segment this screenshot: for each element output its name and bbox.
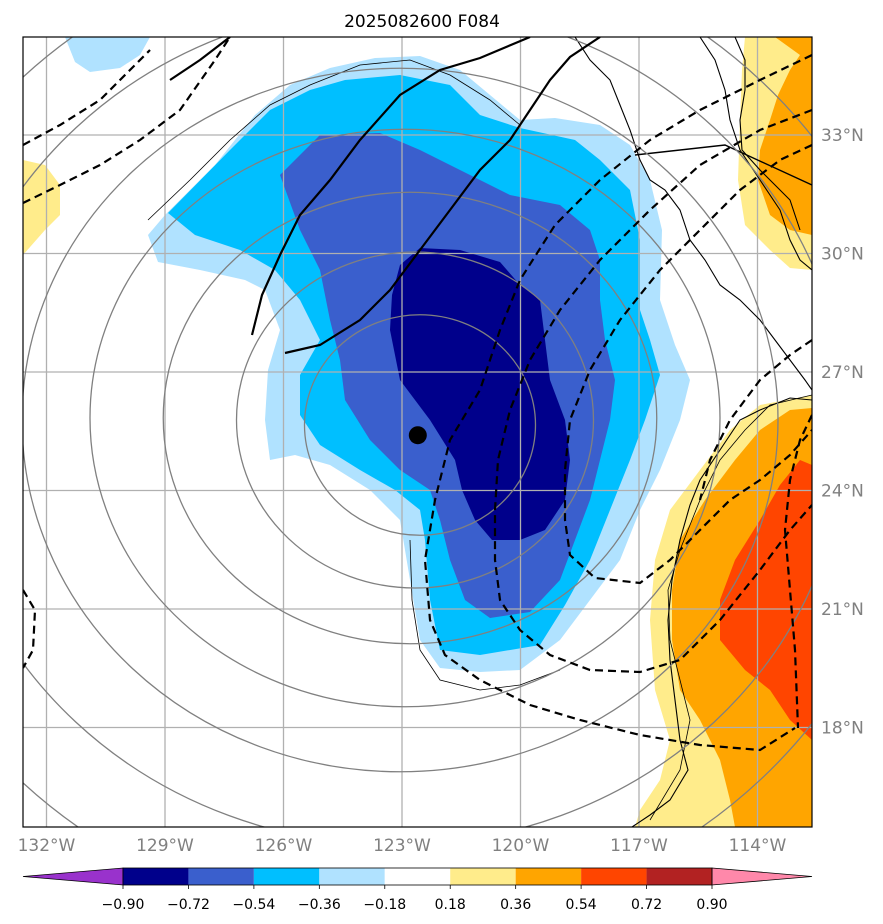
- lat-tick-label: 24°N: [821, 482, 864, 502]
- colorbar-tick-label: −0.72: [167, 897, 210, 913]
- colorbar-tick-label: 0.72: [631, 897, 662, 913]
- colorbar-segment: [123, 868, 189, 885]
- colorbar-tick-label: −0.18: [363, 897, 406, 913]
- anomaly-fill-warm-ne-036: [758, 37, 812, 235]
- anomaly-fill-warm-se-054: [720, 460, 812, 740]
- lon-tick-label: 129°W: [136, 836, 194, 856]
- height-contour-ring: [235, 251, 595, 589]
- thin-contour-018: [147, 59, 521, 221]
- colorbar: −0.90 −0.72 −0.54 −0.36 −0.18 0.18 0.36 0.54 0.7…: [22, 867, 813, 913]
- lat-tick-label: 33°N: [821, 126, 864, 146]
- height-contour-ring: [23, 67, 779, 773]
- colorbar-tick-label: −0.54: [232, 897, 275, 913]
- height-contour-ring: [162, 191, 658, 645]
- thin-contour-east: [649, 394, 812, 821]
- colorbar-tick-label: 0.18: [435, 897, 466, 913]
- anomaly-fill-nw: [65, 37, 150, 72]
- height-contour-ring: [89, 128, 721, 708]
- colorbar-segment: [384, 868, 451, 885]
- colorbar-tick-label: −0.90: [102, 897, 145, 913]
- lat-tick-label: 30°N: [821, 245, 864, 265]
- lat-tick-label: 18°N: [821, 719, 864, 739]
- colorbar-segment: [646, 868, 712, 885]
- lat-tick-label: 27°N: [821, 363, 864, 383]
- colorbar-segment: [188, 868, 254, 885]
- colorbar-tick-label: 0.36: [500, 897, 531, 913]
- solid-contour-line: [169, 37, 601, 355]
- colorbar-segment: [581, 868, 647, 885]
- lon-tick-label: 117°W: [610, 836, 668, 856]
- height-contour-ring: [303, 314, 537, 536]
- map-frame: [22, 36, 813, 828]
- colorbar-tick-label: −0.36: [298, 897, 341, 913]
- lon-tick-label: 114°W: [729, 836, 787, 856]
- latitude-labels: 33°N 30°N 27°N 24°N 21°N 18°N: [821, 126, 864, 739]
- storm-center-marker: [408, 426, 427, 445]
- colorbar-segment: [515, 868, 582, 885]
- anomaly-fill-warm-west: [23, 160, 60, 255]
- anomaly-fill-072: [390, 248, 570, 540]
- colorbar-segment: [319, 868, 385, 885]
- colorbar-extend-high: [711, 867, 813, 886]
- dashed-contours: [23, 37, 812, 752]
- figure-title: 2025082600 F084: [344, 12, 500, 32]
- lon-tick-label: 126°W: [255, 836, 313, 856]
- colorbar-extend-low: [22, 867, 124, 886]
- colorbar-tick-label: 0.54: [566, 897, 597, 913]
- lat-tick-label: 21°N: [821, 600, 864, 620]
- colorbar-tick-label: 0.90: [696, 897, 727, 913]
- colorbar-segment: [450, 868, 516, 885]
- thin-contour-south: [409, 539, 561, 691]
- coastline: [574, 37, 812, 391]
- colorbar-outline: [122, 867, 713, 886]
- coastline-mainland-south: [631, 397, 812, 827]
- lon-tick-label: 132°W: [18, 836, 76, 856]
- coastline-inlet: [734, 37, 801, 231]
- longitude-labels: 132°W 129°W 126°W 123°W 120°W 117°W 114°W: [18, 836, 787, 856]
- lon-tick-label: 123°W: [373, 836, 431, 856]
- lon-tick-label: 120°W: [492, 836, 550, 856]
- border-line: [634, 144, 812, 186]
- colorbar-segment: [253, 868, 320, 885]
